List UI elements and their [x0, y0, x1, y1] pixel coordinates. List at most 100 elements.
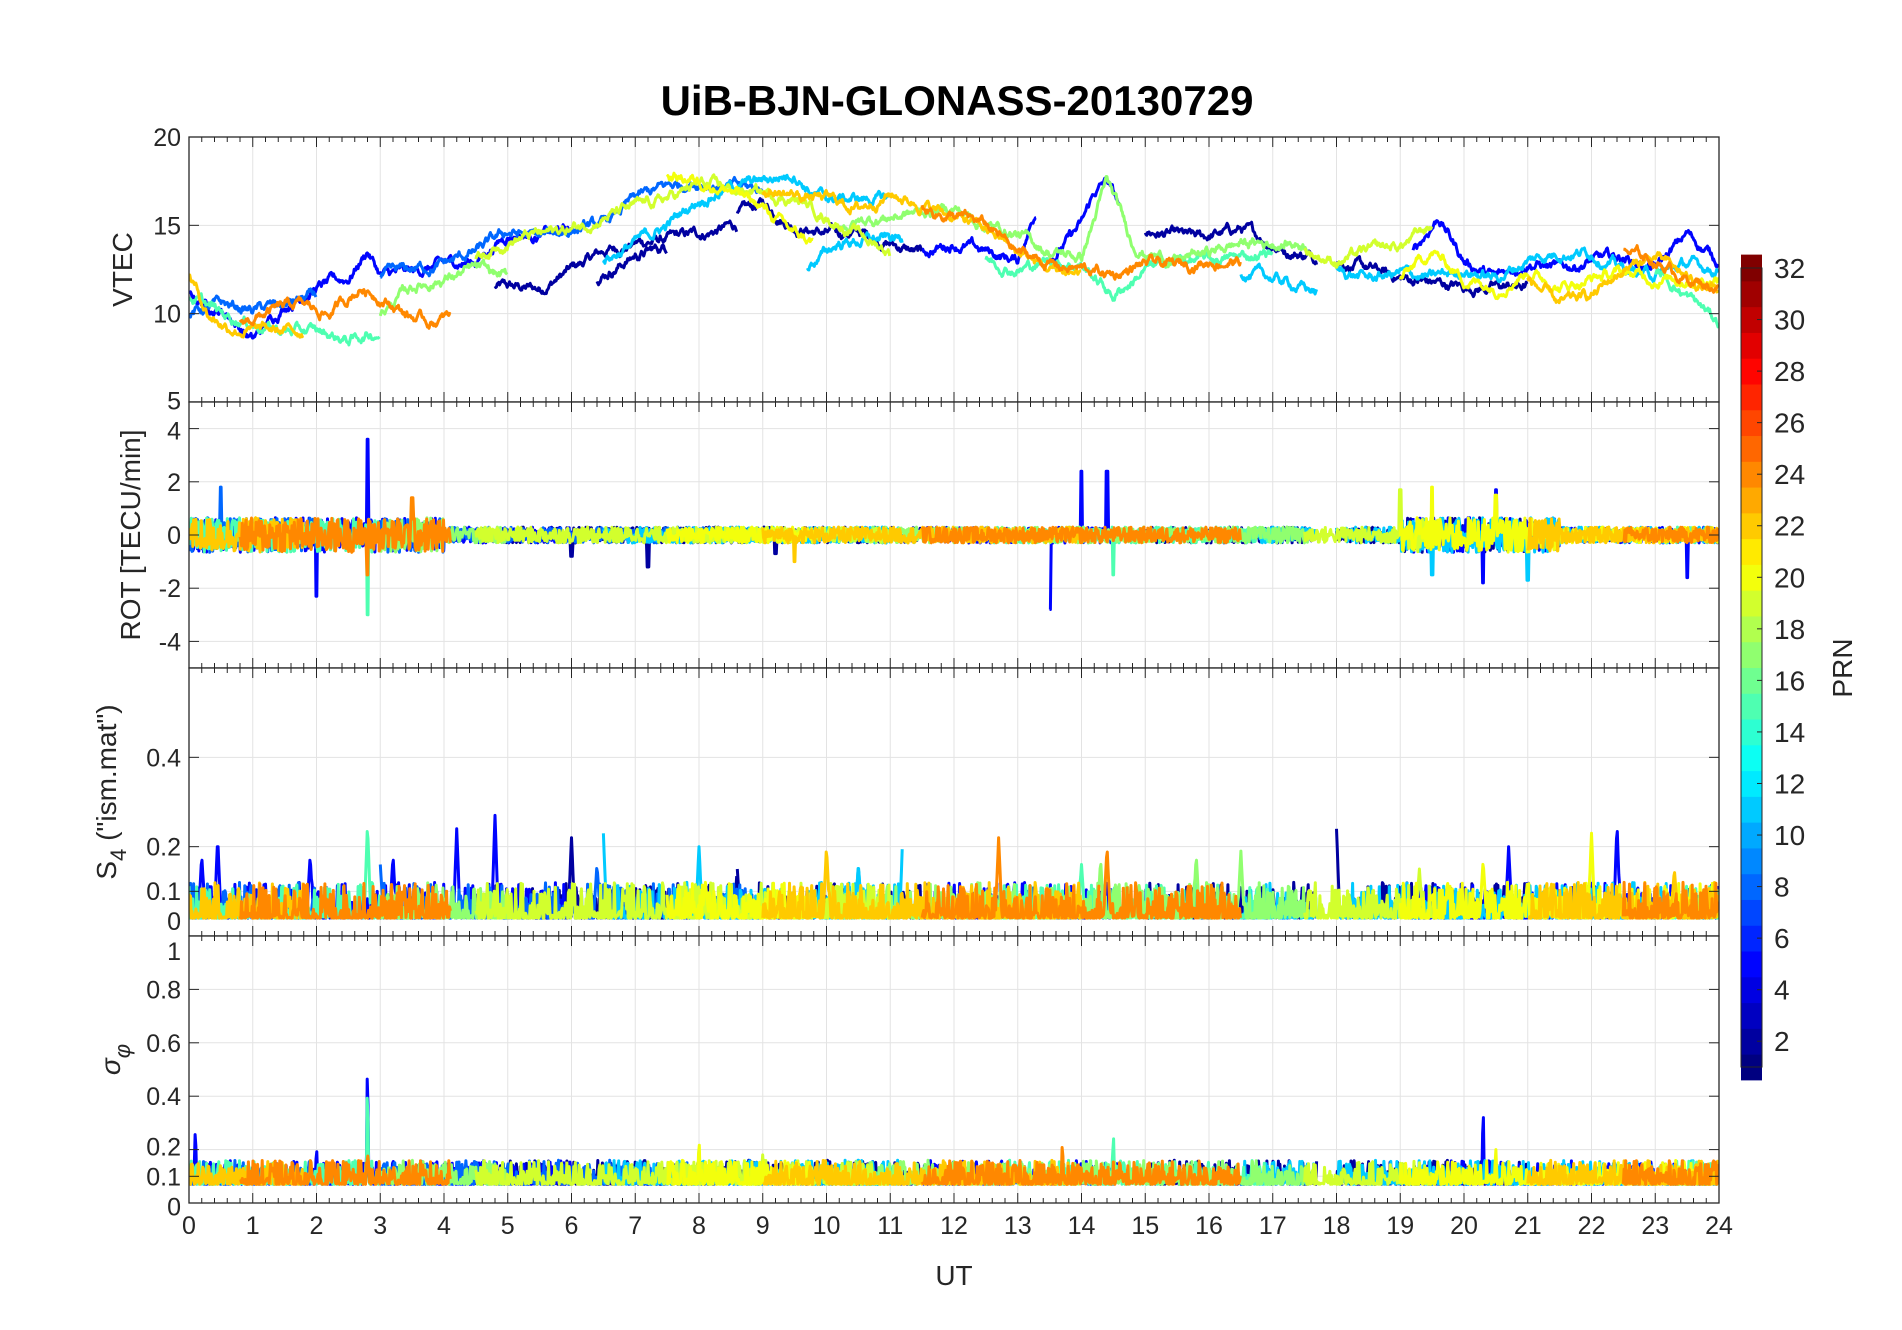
series-line-prn-20	[665, 171, 814, 245]
series-line-prn-24	[238, 496, 452, 577]
colorbar-swatch	[1741, 589, 1762, 617]
x-tick-label: 7	[628, 1212, 642, 1240]
colorbar-frame	[1740, 267, 1763, 1068]
series-line-prn-11	[1335, 246, 1719, 284]
y-tick-label: 0	[167, 1193, 181, 1221]
colorbar-tick-label: 8	[1774, 872, 1790, 903]
y-label-main: S	[91, 861, 122, 880]
colorbar-swatch	[1741, 924, 1762, 952]
colorbar-swatch	[1741, 770, 1762, 797]
x-tick-label: 8	[692, 1212, 706, 1240]
series-line-prn-19	[474, 173, 892, 260]
x-tick-label: 16	[1195, 1212, 1223, 1240]
colorbar-tick-label: 10	[1774, 820, 1805, 851]
x-axis-label: UT	[935, 1260, 972, 1291]
colorbar-swatch	[1741, 821, 1762, 849]
series-line-prn-17	[378, 258, 509, 317]
x-tick-label: 17	[1259, 1212, 1287, 1240]
series-line-prn-19	[1303, 488, 1434, 554]
y-axis-label: VTEC	[107, 232, 138, 307]
y-tick-label: 20	[153, 124, 181, 152]
x-tick-label: 11	[877, 1212, 903, 1240]
x-tick-label: 12	[940, 1212, 968, 1240]
series-line-prn-2	[1143, 220, 1319, 266]
colorbar-swatch	[1741, 435, 1762, 462]
series-line-prn-20	[1398, 249, 1719, 301]
series-line-prn-24	[920, 1146, 1242, 1186]
y-tick-label: 2	[167, 469, 181, 497]
colorbar-swatch	[1741, 1002, 1762, 1029]
series-line-prn-22	[189, 273, 305, 339]
panel-vtec: 5 10 15 20 VTEC	[107, 124, 1720, 415]
series-line-prn-5	[189, 223, 573, 340]
chart-title: UiB-BJN-GLONASS-20130729	[661, 77, 1254, 124]
colorbar-tick-label: 2	[1774, 1026, 1790, 1057]
colorbar-swatch	[1741, 280, 1762, 308]
colorbar-swatch	[1741, 667, 1762, 694]
colorbar-tick-label: 16	[1774, 665, 1805, 696]
x-tick-label: 9	[756, 1212, 770, 1240]
x-tick-label: 18	[1323, 1212, 1351, 1240]
colorbar-swatch	[1741, 873, 1762, 900]
colorbar-tick-label: 6	[1774, 923, 1790, 954]
colorbar-label: PRN	[1827, 638, 1858, 697]
y-tick-label: 1	[167, 938, 181, 966]
series-line-prn-2	[595, 243, 668, 287]
colorbar-swatch	[1741, 538, 1762, 565]
x-tick-label: 3	[373, 1212, 387, 1240]
series-line-prn-15	[984, 248, 1274, 302]
colorbar-swatch	[1741, 795, 1762, 823]
y-tick-label: -2	[159, 575, 181, 603]
colorbar-tick-label: 26	[1774, 408, 1805, 439]
colorbar-tick-label: 30	[1774, 305, 1805, 336]
y-tick-label: 0.1	[146, 878, 181, 906]
y-tick-label: 0.4	[146, 1083, 181, 1111]
colorbar-tick-label: 24	[1774, 459, 1805, 490]
x-tick-label: 2	[310, 1212, 324, 1240]
colorbar-swatch	[1741, 383, 1762, 411]
y-tick-label: 10	[153, 301, 181, 329]
colorbar-tick-label: 32	[1774, 253, 1805, 284]
colorbar-swatch	[1741, 976, 1762, 1004]
colorbar-swatch	[1741, 563, 1762, 591]
colorbar-swatch	[1741, 718, 1762, 746]
colorbar-swatch	[1741, 898, 1762, 926]
colorbar-swatch	[1741, 512, 1762, 540]
y-tick-label: 5	[167, 387, 181, 415]
y-tick-label: -4	[159, 628, 181, 656]
series-line-prn-5	[921, 216, 1037, 265]
colorbar-tick-label: 14	[1774, 717, 1805, 748]
series-line-prn-2	[493, 219, 739, 296]
y-tick-label: 0.1	[146, 1163, 181, 1191]
x-tick-label: 0	[182, 1212, 196, 1240]
x-tick-label: 15	[1131, 1212, 1159, 1240]
y-axis-label: σφ	[95, 1044, 135, 1075]
colorbar-swatch	[1741, 1027, 1762, 1055]
series-line-prn-11	[1239, 262, 1319, 296]
x-tick-label: 5	[501, 1212, 515, 1240]
x-tick-label: 6	[565, 1212, 579, 1240]
colorbar-swatch	[1741, 331, 1762, 359]
series-line-prn-24	[1622, 525, 1719, 545]
series-group	[189, 1077, 1719, 1186]
colorbar-swatch	[1741, 486, 1762, 514]
y-tick-label: 0.2	[146, 1133, 181, 1161]
series-line-prn-24	[239, 1154, 452, 1186]
series-line-prn-24	[920, 525, 1242, 545]
y-label-subscript: φ	[110, 1044, 135, 1058]
series-line-prn-24	[1621, 1159, 1719, 1186]
colorbar-tick-label: 4	[1774, 975, 1790, 1006]
colorbar-tick-label: 18	[1774, 614, 1805, 645]
series-line-prn-2	[1335, 255, 1529, 299]
panel-rot: -4 -2 0 2 4 ROT [TECU/min]	[115, 401, 1720, 669]
colorbar-swatch	[1741, 847, 1762, 875]
y-tick-label: 0.8	[146, 976, 181, 1004]
series-group	[189, 437, 1719, 617]
series-line-prn-24	[238, 882, 452, 920]
x-tick-label: 10	[813, 1212, 841, 1240]
colorbar-swatch	[1741, 744, 1762, 772]
colorbar-swatch	[1741, 641, 1762, 668]
x-tick-label: 21	[1514, 1212, 1542, 1240]
